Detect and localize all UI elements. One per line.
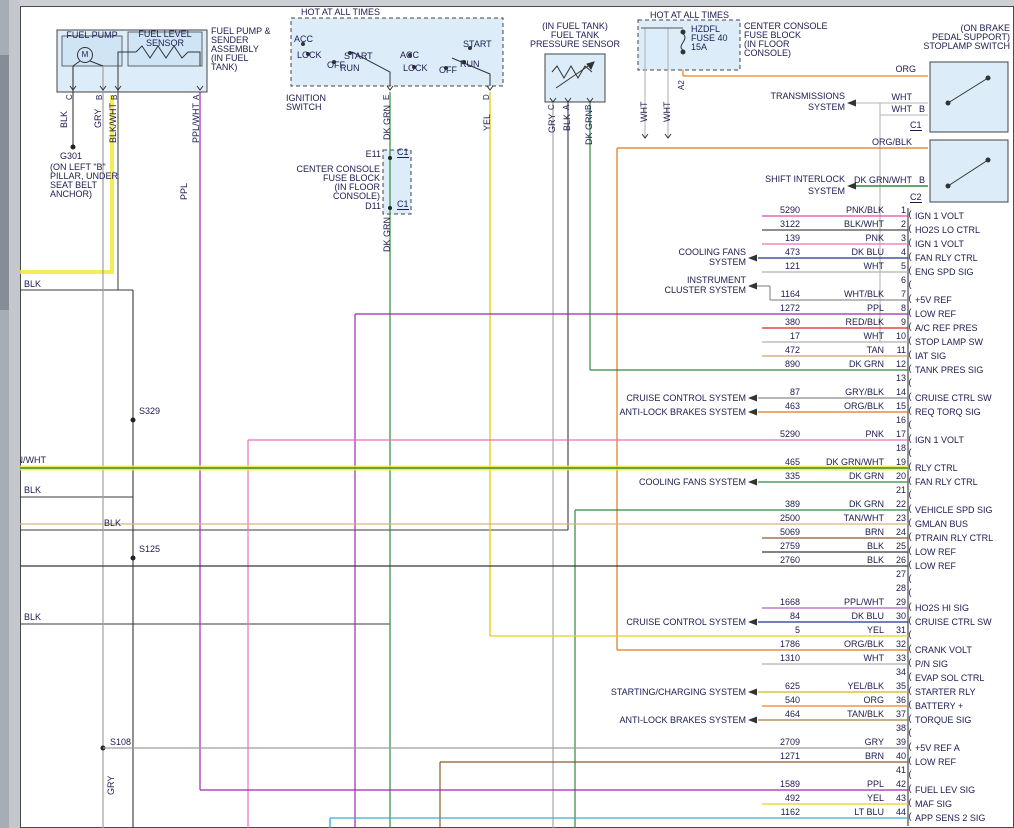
system-arrowhead-icon — [748, 254, 757, 262]
resistor-symbol — [135, 45, 189, 59]
motor-symbol — [77, 47, 93, 63]
highlight-trace — [18, 95, 114, 274]
fuse-symbol — [680, 29, 686, 35]
static-wires — [18, 27, 928, 828]
system-arrowhead-icon — [748, 688, 757, 696]
scrollbar-track[interactable] — [0, 0, 9, 828]
stoplamp-switch-box1 — [929, 61, 1009, 133]
window-top-strip — [0, 0, 1014, 6]
stoplamp-wiper-2 — [947, 159, 989, 187]
system-arrowhead-icon — [748, 282, 757, 290]
system-arrowhead-icon — [847, 182, 856, 190]
system-arrowhead-icon — [748, 716, 757, 724]
system-arrowhead-icon — [748, 618, 757, 626]
left-gutter — [0, 0, 20, 828]
ignition-wiper-1 — [351, 51, 391, 86]
scrollbar-thumb[interactable] — [0, 55, 9, 310]
splice-s125-dot — [130, 555, 136, 561]
fuse-block-pin-d11 — [388, 206, 392, 210]
ignition-switch-box — [290, 17, 504, 87]
fuse-block-pin-e11 — [388, 156, 392, 160]
ignition-wiper-2 — [451, 57, 491, 86]
stoplamp-wiper-1 — [947, 77, 989, 104]
pressure-sensor-box — [544, 53, 606, 103]
system-arrowhead-icon — [748, 394, 757, 402]
system-arrowhead-icon — [748, 408, 757, 416]
component-boxes — [56, 17, 1009, 215]
system-arrowhead-icon — [847, 99, 856, 107]
diagram-page — [20, 6, 1014, 828]
fuel-pump-box — [61, 35, 123, 67]
splice-s329-dot — [130, 417, 136, 423]
system-arrowhead-icon — [748, 478, 757, 486]
sensor-symbol — [551, 65, 593, 79]
generated-wires — [18, 99, 908, 819]
stoplamp-switch-box2 — [929, 139, 1009, 203]
fuel-level-sensor-box — [127, 31, 203, 67]
component-symbols — [69, 29, 991, 189]
ground-dot-g301 — [70, 144, 76, 150]
mid-fuse-block-box — [382, 149, 412, 215]
junction-dots — [70, 144, 392, 751]
